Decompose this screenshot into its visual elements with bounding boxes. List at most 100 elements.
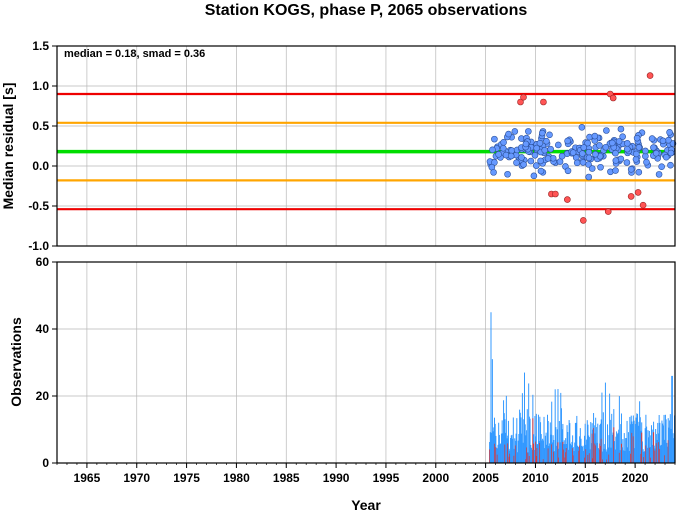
residual-point xyxy=(531,151,539,159)
residual-point xyxy=(585,148,593,156)
residual-point xyxy=(667,149,675,157)
residual-point xyxy=(648,135,656,142)
outlier-point xyxy=(517,98,524,106)
y-tick-label: 20 xyxy=(36,389,50,403)
x-tick-label: 1985 xyxy=(273,471,300,485)
observations-panel: 0 20 40 60 1965 1970 1975 1980 1985 1990 1995 2000… xyxy=(8,255,676,511)
residual-point xyxy=(586,133,593,141)
residual-point xyxy=(659,137,667,145)
x-tick-label: 1975 xyxy=(173,471,200,485)
x-tick-label: 1965 xyxy=(74,471,101,485)
outlier-point xyxy=(646,72,654,79)
residual-point xyxy=(530,172,538,180)
residual-point xyxy=(491,135,498,143)
residual-plot-area xyxy=(57,46,675,246)
residual-point xyxy=(564,137,571,145)
residual-point xyxy=(612,149,619,157)
x-tick-label: 2000 xyxy=(422,471,449,485)
residual-point xyxy=(603,127,610,134)
x-tick-label: 2005 xyxy=(472,471,499,485)
residual-point xyxy=(602,143,610,151)
y-tick-label: 60 xyxy=(36,255,50,269)
residual-point xyxy=(537,157,544,165)
residual-point xyxy=(579,159,587,166)
residual-point xyxy=(612,157,620,164)
residual-point xyxy=(513,159,520,166)
x-tick-label: 2010 xyxy=(522,471,549,485)
y-tick-label: 1.5 xyxy=(32,39,49,53)
residual-point xyxy=(615,138,623,145)
residual-point xyxy=(518,154,525,161)
residual-point xyxy=(584,139,591,147)
residual-point xyxy=(658,163,665,171)
residual-point xyxy=(556,158,564,165)
residual-point xyxy=(554,141,562,149)
residual-point xyxy=(544,155,552,162)
outlier-point xyxy=(552,190,559,198)
residual-points xyxy=(486,72,677,224)
outlier-point xyxy=(520,93,527,101)
residual-point xyxy=(532,162,540,169)
residual-point xyxy=(504,170,511,178)
residual-point xyxy=(667,161,674,169)
residual-point xyxy=(617,125,625,133)
residual-point xyxy=(643,158,650,166)
residual-point xyxy=(623,159,631,166)
residual-panel: -1.0 -0.5 0.0 0.5 1.0 1.5 median = 0.18, smad… xyxy=(0,39,677,253)
residual-point xyxy=(642,147,649,155)
residual-y-axis-label: Median residual [s] xyxy=(0,83,16,210)
residual-point xyxy=(507,152,515,160)
stats-annotation: median = 0.18, smad = 0.36 xyxy=(64,48,205,60)
observations-y-axis-label: Observations xyxy=(8,317,24,407)
residual-point xyxy=(505,130,512,138)
residual-point xyxy=(495,151,502,158)
outlier-point xyxy=(609,94,617,102)
residual-point xyxy=(499,144,507,152)
observations-plot-area xyxy=(57,262,675,463)
y-tick-label: 1.0 xyxy=(32,79,49,93)
residual-point xyxy=(585,154,593,162)
residual-point xyxy=(596,142,603,149)
residual-point xyxy=(592,150,599,158)
residual-y-ticks: -1.0 -0.5 0.0 0.5 1.0 1.5 xyxy=(28,39,57,253)
residual-point xyxy=(666,129,673,136)
y-tick-label: 0 xyxy=(42,456,49,470)
x-tick-label: 1990 xyxy=(323,471,350,485)
residual-point xyxy=(623,145,631,153)
residual-point xyxy=(633,150,640,158)
residual-point xyxy=(522,140,530,148)
residual-point xyxy=(527,157,535,165)
residual-point xyxy=(564,167,572,175)
residual-point xyxy=(489,146,496,154)
outlier-point xyxy=(564,196,571,203)
residual-point xyxy=(541,146,549,154)
residual-point xyxy=(588,165,596,172)
y-tick-label: -0.5 xyxy=(28,199,49,213)
outlier-point xyxy=(627,193,635,200)
residual-point xyxy=(520,161,527,168)
y-tick-label: 0.0 xyxy=(32,159,49,173)
residual-point xyxy=(546,131,553,139)
residual-point xyxy=(591,132,599,140)
outlier-point xyxy=(579,217,587,224)
residual-point xyxy=(580,144,588,151)
y-tick-label: 0.5 xyxy=(32,119,49,133)
x-tick-label: 2020 xyxy=(622,471,649,485)
residual-point xyxy=(579,150,586,157)
residual-point xyxy=(500,139,507,146)
residual-point xyxy=(537,167,545,175)
residual-point xyxy=(543,137,550,145)
residual-point xyxy=(525,128,532,135)
residual-point xyxy=(511,128,519,135)
year-x-ticks: 1965 1970 1975 1980 1985 1990 1995 2000 2005 2010… xyxy=(56,463,676,485)
residual-point xyxy=(490,169,497,176)
outlier-point xyxy=(540,98,547,106)
residual-point xyxy=(655,171,663,178)
residual-point xyxy=(585,173,593,181)
residual-point xyxy=(597,163,604,171)
residual-point xyxy=(538,129,546,137)
y-tick-label: 40 xyxy=(36,322,50,336)
chart-title: Station KOGS, phase P, 2065 observations xyxy=(205,2,528,19)
residual-point xyxy=(635,144,643,151)
